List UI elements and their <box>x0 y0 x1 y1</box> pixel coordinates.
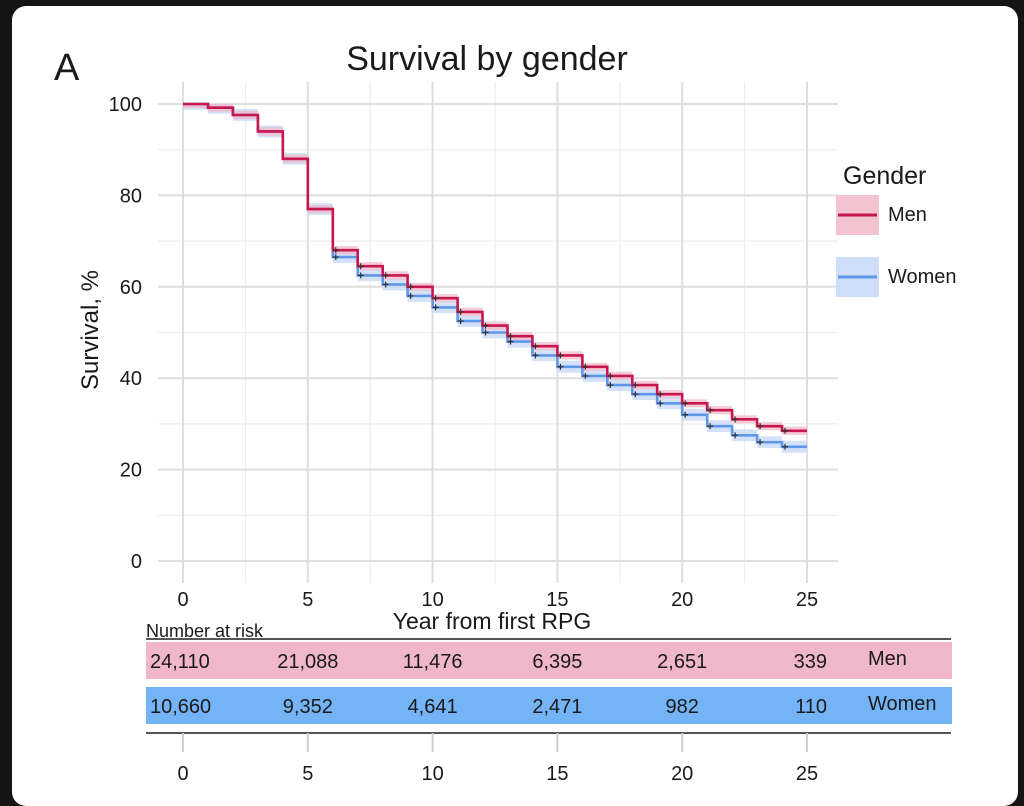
censor-mark-women <box>382 281 389 288</box>
x-axis-label: Year from first RPG <box>393 608 592 634</box>
y-tick-label: 80 <box>120 185 142 207</box>
risk-x-tick-label: 15 <box>546 763 568 785</box>
censor-mark-men <box>432 295 439 302</box>
x-tick-label: 20 <box>671 589 693 611</box>
x-tick-label: 5 <box>302 589 313 611</box>
risk-cell: 6,395 <box>532 651 582 673</box>
risk-cell: 21,088 <box>277 651 338 673</box>
censor-mark-men <box>507 333 514 340</box>
censor-mark-women <box>782 443 789 450</box>
legend-label-women: Women <box>888 266 957 288</box>
censor-mark-men <box>382 272 389 279</box>
censor-mark-men <box>757 423 764 430</box>
x-tick-labels: 0 5 10 15 20 25 <box>177 589 818 611</box>
censor-mark-women <box>482 329 489 336</box>
y-tick-labels: 0 20 40 60 80 100 <box>109 94 142 573</box>
risk-x-tick-label: 20 <box>671 763 693 785</box>
x-tick-label: 25 <box>796 589 818 611</box>
censor-mark-men <box>657 391 664 398</box>
y-tick-label: 0 <box>131 551 142 573</box>
x-tick-label: 0 <box>177 589 188 611</box>
censor-mark-men <box>357 263 364 270</box>
risk-cell: 2,651 <box>657 651 707 673</box>
censor-mark-women <box>732 432 739 439</box>
censor-mark-men <box>407 283 414 290</box>
survival-line-men <box>183 102 807 433</box>
censor-mark-women <box>632 391 639 398</box>
x-tick-label: 10 <box>421 589 443 611</box>
y-tick-label: 40 <box>120 368 142 390</box>
censor-mark-men <box>332 247 339 254</box>
risk-cell: 110 <box>795 696 827 718</box>
legend-label-men: Men <box>888 204 927 226</box>
censor-mark-men <box>557 352 564 359</box>
risk-group-label: Men <box>868 648 907 670</box>
censor-mark-women <box>707 423 714 430</box>
risk-cell: 10,660 <box>150 696 211 718</box>
legend-title: Gender <box>843 162 926 190</box>
censor-mark-women <box>407 292 414 299</box>
y-axis-label: Survival, % <box>77 270 104 390</box>
risk-x-tick-label: 5 <box>302 763 313 785</box>
censor-mark-women <box>682 411 689 418</box>
censor-mark-men <box>707 407 714 414</box>
risk-row-women <box>146 687 952 724</box>
risk-cell: 982 <box>666 696 699 718</box>
risk-x-tick-label: 10 <box>421 763 443 785</box>
chart-title: Survival by gender <box>346 40 628 78</box>
risk-cell: 2,471 <box>532 696 582 718</box>
risk-row-men <box>146 642 952 679</box>
censor-mark-women <box>657 400 664 407</box>
legend: Gender Men Women <box>836 162 957 297</box>
y-tick-label: 20 <box>120 460 142 482</box>
censor-mark-men <box>482 322 489 329</box>
censor-mark-men <box>582 363 589 370</box>
y-tick-label: 100 <box>109 94 142 116</box>
censor-mark-men <box>782 427 789 434</box>
risk-table: 24,110 21,088 11,476 6,395 2,651 339 Men 10,660… <box>146 638 952 785</box>
x-tick-label: 15 <box>546 589 568 611</box>
censor-mark-women <box>507 338 514 345</box>
risk-x-tick-label: 25 <box>796 763 818 785</box>
y-tick-label: 60 <box>120 277 142 299</box>
censor-mark-men <box>682 400 689 407</box>
survival-lines <box>183 102 807 449</box>
censor-mark-women <box>332 254 339 261</box>
censor-mark-women <box>757 439 764 446</box>
censor-mark-men <box>607 372 614 379</box>
censor-mark-women <box>532 352 539 359</box>
panel-label: A <box>54 47 80 89</box>
censor-mark-women <box>557 363 564 370</box>
censor-mark-men <box>632 382 639 389</box>
censor-marks <box>332 247 789 450</box>
risk-cell: 24,110 <box>150 651 210 673</box>
censor-mark-men <box>532 343 539 350</box>
censor-mark-women <box>432 304 439 311</box>
censor-mark-women <box>357 272 364 279</box>
censor-mark-women <box>457 318 464 325</box>
risk-cell: 339 <box>794 651 827 673</box>
risk-group-label: Women <box>868 693 937 715</box>
risk-table-title: Number at risk <box>146 621 264 641</box>
censor-mark-men <box>732 416 739 423</box>
censor-mark-men <box>457 308 464 315</box>
risk-x-tick-label: 0 <box>177 763 188 785</box>
censor-mark-women <box>582 372 589 379</box>
censor-mark-women <box>607 382 614 389</box>
risk-cell: 11,476 <box>403 651 463 673</box>
risk-cell: 9,352 <box>283 696 333 718</box>
risk-cell: 4,641 <box>408 696 458 718</box>
